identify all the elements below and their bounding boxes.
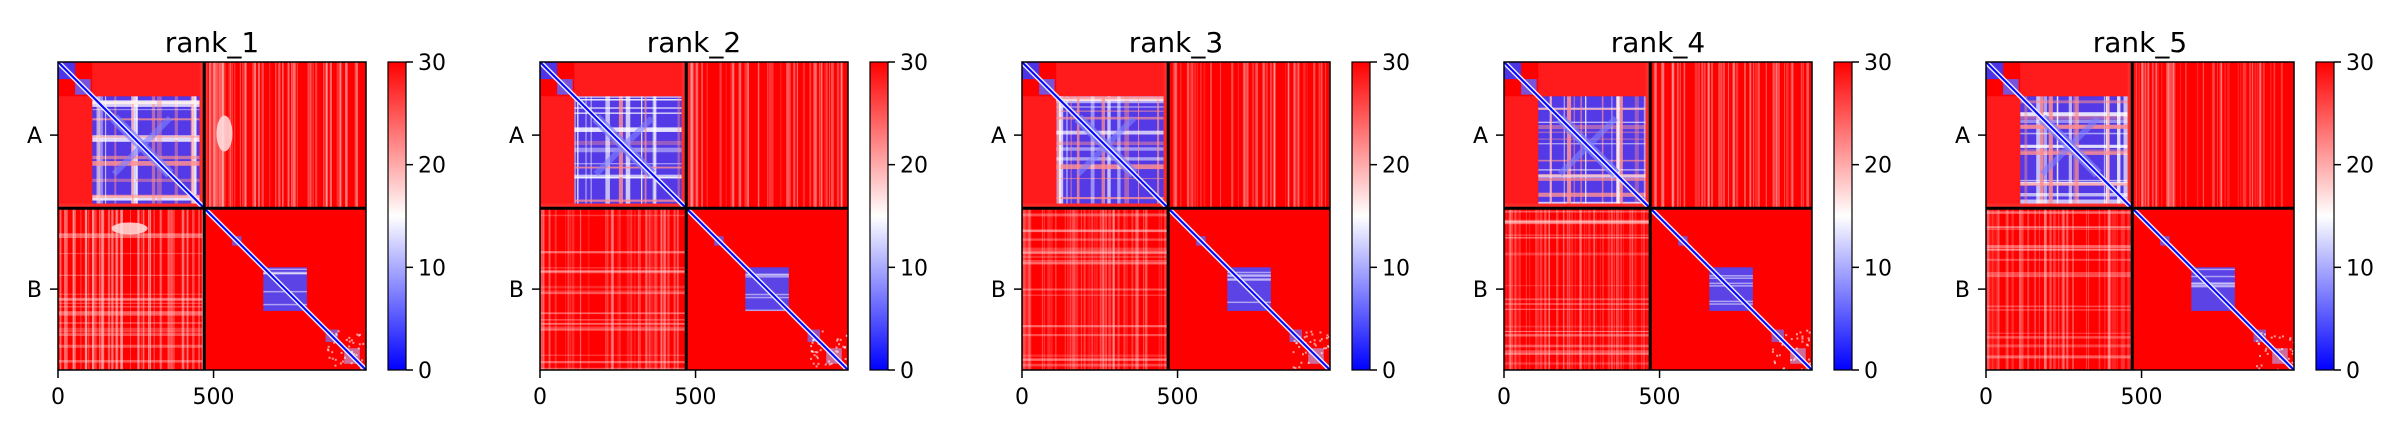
chain-label-a: A (27, 124, 42, 149)
diagonal-line (1504, 62, 1812, 370)
colorbar-tick-label: 10 (1382, 256, 1410, 281)
colorbar-tick-label: 10 (2346, 256, 2374, 281)
diagonal-line (540, 62, 848, 370)
colorbar (1351, 61, 1371, 371)
heatmap-frame (539, 61, 849, 371)
chain-label-b: B (27, 278, 42, 303)
heatmap (1504, 62, 1812, 370)
heatmap (58, 62, 366, 370)
colorbar-tick-label: 0 (1382, 359, 1396, 384)
chain-label-b: B (1955, 278, 1970, 303)
panel-1: rank_1 A B 0 500 0 10 20 30 (27, 26, 446, 410)
colorbar-tick-label: 30 (2346, 51, 2374, 76)
x-tick-label: 500 (1639, 385, 1681, 410)
colorbar (2315, 61, 2335, 371)
colorbar-tick-label: 30 (1864, 51, 1892, 76)
chain-label-b: B (509, 278, 524, 303)
heatmap (1022, 62, 1330, 370)
colorbar-tick-label: 0 (900, 359, 914, 384)
interchain-stripes (58, 62, 358, 370)
colorbar-tick-label: 10 (1864, 256, 1892, 281)
heatmap-frame (57, 61, 367, 371)
panel-title: rank_2 (647, 26, 741, 59)
panel-5: rank_5 A B 0 500 0 10 20 30 (1955, 26, 2374, 410)
colorbar-tick-label: 20 (2346, 154, 2374, 179)
colorbar-tick-label: 30 (1382, 51, 1410, 76)
heatmap-frame (1021, 61, 1331, 371)
x-tick-label: 500 (193, 385, 235, 410)
diagonal-line (1022, 62, 1330, 370)
colorbar-tick-label: 10 (418, 256, 446, 281)
colorbar-tick-label: 0 (1864, 359, 1878, 384)
colorbar-tick-label: 20 (1382, 154, 1410, 179)
colorbar-tick-label: 20 (1864, 154, 1892, 179)
x-tick-label: 500 (1157, 385, 1199, 410)
colorbar (387, 61, 407, 371)
heatmap-frame (1985, 61, 2295, 371)
x-tick-label: 0 (1497, 385, 1511, 410)
panel-title: rank_3 (1129, 26, 1223, 59)
panel-3: rank_3 A B 0 500 0 10 20 30 (991, 26, 1410, 410)
colorbar-tick-label: 0 (2346, 359, 2360, 384)
colorbar-tick-label: 10 (900, 256, 928, 281)
chain-label-a: A (509, 124, 524, 149)
chain-label-b: B (1473, 278, 1488, 303)
colorbar-tick-label: 30 (418, 51, 446, 76)
colorbar-tick-label: 30 (900, 51, 928, 76)
x-tick-label: 0 (533, 385, 547, 410)
colorbar (1833, 61, 1853, 371)
colorbar-tick-label: 20 (418, 154, 446, 179)
panel-title: rank_4 (1611, 26, 1705, 59)
colorbar (869, 61, 889, 371)
interchain-stripes (1022, 62, 1330, 370)
colorbar-tick-label: 20 (900, 154, 928, 179)
x-tick-label: 500 (2121, 385, 2163, 410)
chain-label-a: A (1473, 124, 1488, 149)
chain-label-a: A (991, 124, 1006, 149)
x-tick-label: 0 (1015, 385, 1029, 410)
heatmap-frame (1503, 61, 1813, 371)
interchain-stripes (540, 62, 843, 370)
panel-2: rank_2 A B 0 500 0 10 20 30 (509, 26, 928, 410)
chain-label-b: B (991, 278, 1006, 303)
diagonal-line (1986, 62, 2294, 370)
interchain-stripes (1504, 62, 1809, 370)
heatmap (1986, 62, 2294, 370)
panel-4: rank_4 A B 0 500 0 10 20 30 (1473, 26, 1892, 410)
heatmap (540, 62, 848, 370)
colorbar-tick-label: 0 (418, 359, 432, 384)
x-tick-label: 0 (51, 385, 65, 410)
chain-label-a: A (1955, 124, 1970, 149)
diagonal-line (58, 62, 366, 370)
panel-title: rank_5 (2093, 26, 2187, 59)
x-tick-label: 0 (1979, 385, 1993, 410)
x-tick-label: 500 (675, 385, 717, 410)
panel-title: rank_1 (165, 26, 259, 59)
